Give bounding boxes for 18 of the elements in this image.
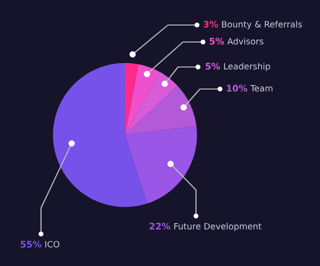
pie-slice <box>125 86 196 135</box>
data-label: 55% <box>20 240 42 248</box>
pie-slice <box>125 63 138 135</box>
data-label: 5% <box>206 62 220 70</box>
slice-label: ICO <box>45 240 60 248</box>
data-label: 22% <box>150 222 170 230</box>
pie-slice <box>53 63 148 207</box>
slice-label: Advisors <box>227 38 264 44</box>
slice-label: Leadership <box>224 62 270 72</box>
pie-slice <box>125 126 197 204</box>
slice-label: Bounty & Referrals <box>222 20 302 30</box>
slice-label: Future Development <box>174 222 262 232</box>
data-label: 5% <box>210 38 224 45</box>
data-label: 3% <box>204 20 218 28</box>
pie-slice <box>125 72 178 135</box>
pie-slice <box>125 64 160 135</box>
data-label: 10% <box>227 84 248 92</box>
slice-label: Team <box>250 85 272 92</box>
